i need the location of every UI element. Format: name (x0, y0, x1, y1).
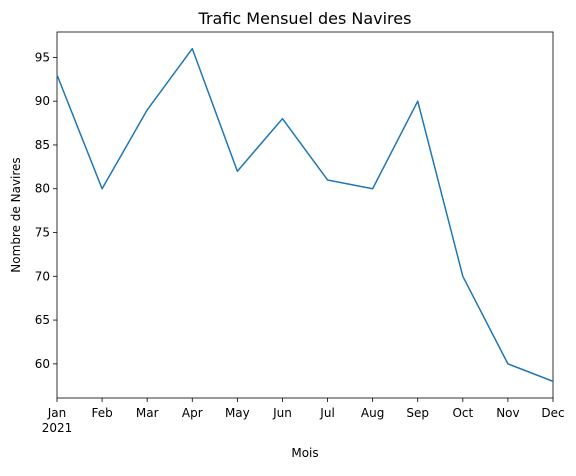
y-tick-label: 60 (35, 357, 50, 371)
x-tick-label: Jul (319, 406, 334, 420)
y-tick-label: 90 (35, 94, 50, 108)
x-tick-label: Sep (406, 406, 429, 420)
x-tick-label: Apr (182, 406, 203, 420)
y-tick-label: 75 (35, 226, 50, 240)
x-tick-label: Aug (361, 406, 384, 420)
y-tick-label: 95 (35, 50, 50, 64)
chart-title: Trafic Mensuel des Navires (198, 9, 412, 28)
series-line (57, 49, 553, 382)
x-tick-label: Mar (136, 406, 159, 420)
x-tick-label: Feb (91, 406, 112, 420)
series-layer (57, 49, 553, 382)
x-tick-label: Jan (47, 406, 67, 420)
x-tick-label: May (225, 406, 250, 420)
y-tick-label: 80 (35, 182, 50, 196)
x-tick-label: Jun (272, 406, 292, 420)
y-tick-label: 70 (35, 269, 50, 283)
x-axis: Jan Feb Mar Apr May Jun Jul Aug Sep Oct Nov Dec 2021 (42, 398, 565, 435)
plot-area-frame (57, 32, 553, 398)
x-tick-label: Oct (452, 406, 473, 420)
y-tick-label: 65 (35, 313, 50, 327)
y-tick-label: 85 (35, 138, 50, 152)
x-tick-label: Dec (541, 406, 564, 420)
x-tick-label: Nov (496, 406, 519, 420)
x-year-label: 2021 (42, 421, 73, 435)
y-axis-label: Nombre de Navires (9, 157, 23, 272)
y-axis: 60 65 70 75 80 85 90 95 (35, 50, 57, 370)
x-axis-label: Mois (291, 446, 318, 460)
